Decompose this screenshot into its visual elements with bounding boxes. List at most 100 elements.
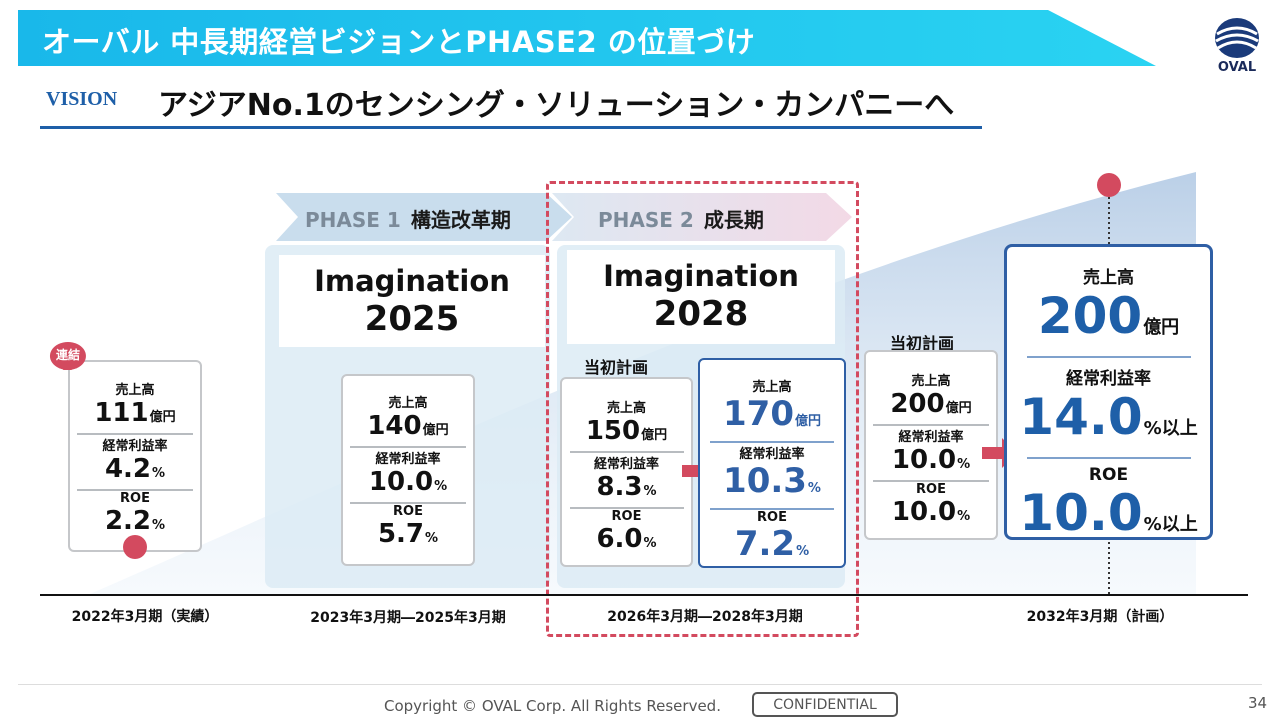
phase2-arrow: [552, 193, 852, 241]
margin-number: 10.0: [891, 445, 957, 475]
oval-logo: OVAL: [1206, 14, 1268, 78]
unit: %: [796, 544, 810, 559]
phase2-initial-card: 売上高 150億円 経常利益率 8.3% ROE 6.0%: [560, 377, 693, 567]
unit: %: [957, 457, 971, 472]
target-initial-card: 売上高 200億円 経常利益率 10.0% ROE 10.0%: [864, 350, 998, 540]
roe-label: ROE: [120, 491, 150, 506]
separator: [350, 446, 466, 448]
sales-label: 売上高: [388, 396, 428, 411]
unit: %: [957, 509, 971, 524]
title-banner: オーバル 中長期経営ビジョンとPHASE2 の位置づけ: [18, 10, 1158, 66]
target-initial-plan-label: 当初計画: [890, 334, 955, 353]
roe-label: ROE: [393, 504, 423, 519]
unit: %: [152, 466, 166, 481]
plan-year: 2025: [364, 299, 460, 339]
unit: %以上: [1143, 514, 1198, 535]
unit: %: [807, 481, 821, 496]
sales-number: 170: [723, 394, 794, 434]
phase1-target-card: 売上高 140億円 経常利益率 10.0% ROE 5.7%: [341, 374, 475, 566]
actual-2022-card: 売上高 111億円 経常利益率 4.2% ROE 2.2%: [68, 360, 202, 552]
period-2022: 2022年3月期（実績）: [71, 609, 219, 625]
separator: [710, 441, 834, 443]
sales-number: 140: [367, 411, 422, 441]
roe-value: 6.0%: [562, 524, 691, 559]
consolidated-badge-shape: [49, 342, 86, 370]
roe-number: 10.0: [1019, 484, 1143, 542]
roe-label: ROE: [1088, 465, 1129, 485]
phase1-arrow: [276, 193, 572, 241]
sales-value: 200億円: [866, 389, 996, 424]
plan-year: 2028: [653, 294, 749, 334]
margin-label: 経常利益率: [593, 457, 659, 472]
phase2-revised-card: 売上高 170億円 経常利益率 10.3% ROE 7.2%: [698, 358, 846, 568]
roe-number: 5.7: [377, 519, 425, 549]
phase1-number: PHASE 1: [305, 208, 401, 232]
phase1-heading: PHASE 1 構造改革期: [305, 204, 511, 233]
separator: [350, 502, 466, 504]
period-2032: 2032年3月期（計画）: [1026, 609, 1174, 625]
page-number: 34: [1248, 694, 1268, 712]
margin-label: 経常利益率: [1066, 369, 1151, 389]
sales-value: 170億円: [700, 395, 844, 441]
roe-value: 7.2%: [700, 525, 844, 571]
unit: 億円: [1143, 317, 1180, 338]
margin-label: 経常利益率: [375, 452, 441, 467]
phase1-name: 構造改革期: [410, 208, 511, 232]
sales-number: 111: [94, 398, 149, 428]
margin-value: 4.2%: [70, 454, 200, 489]
roe-label: ROE: [916, 482, 946, 497]
unit: %: [643, 484, 657, 499]
sales-label: 売上高: [911, 374, 951, 389]
unit: %: [152, 518, 166, 533]
sales-number: 150: [585, 416, 641, 446]
margin-value: 10.0%: [343, 467, 473, 502]
vision-label: VISION: [46, 88, 118, 110]
consolidated-badge: 連結: [55, 348, 80, 362]
roe-value: 10.0%以上: [1007, 485, 1210, 553]
separator: [569, 451, 684, 453]
margin-number: 10.3: [723, 461, 807, 501]
unit: 億円: [945, 401, 972, 416]
margin-value: 10.0%: [866, 445, 996, 480]
sales-label: 売上高: [606, 401, 646, 416]
separator: [873, 480, 989, 482]
separator: [1026, 457, 1191, 459]
footer-divider: [18, 684, 1262, 685]
separator: [873, 424, 989, 426]
phase2-highlight-frame: [546, 181, 859, 637]
roe-number: 2.2: [104, 506, 152, 536]
sales-value: 200億円: [1007, 288, 1210, 356]
roe-number: 6.0: [596, 524, 643, 554]
margin-value: 8.3%: [562, 472, 691, 507]
roe-number: 7.2: [734, 524, 796, 564]
unit: %: [425, 531, 439, 546]
sales-label: 売上高: [115, 383, 155, 398]
target-2032-card: 売上高 200億円 経常利益率 14.0%以上 ROE 10.0%以上: [1004, 244, 1213, 541]
margin-value: 14.0%以上: [1007, 389, 1210, 457]
margin-label: 経常利益率: [898, 430, 964, 445]
plan-name: Imagination: [603, 259, 799, 293]
unit: 億円: [641, 428, 668, 443]
timeline-dot-2032: [1097, 173, 1121, 197]
imagination-2025-box: Imagination 2025: [279, 255, 545, 347]
sales-value: 150億円: [562, 416, 691, 451]
sales-value: 111億円: [70, 398, 200, 433]
margin-number: 8.3: [596, 472, 643, 502]
slide-title: オーバル 中長期経営ビジョンとPHASE2 の位置づけ: [42, 25, 756, 59]
separator: [77, 433, 193, 435]
separator: [569, 507, 684, 509]
separator: [77, 489, 193, 491]
margin-label: 経常利益率: [102, 439, 168, 454]
logo-text: OVAL: [1217, 60, 1257, 75]
separator: [710, 508, 834, 510]
roe-label: ROE: [611, 509, 642, 524]
margin-number: 14.0: [1019, 388, 1143, 446]
phase2-heading: PHASE 2 成長期: [598, 204, 764, 233]
sales-value: 140億円: [343, 411, 473, 446]
unit: 億円: [794, 414, 821, 429]
margin-value: 10.3%: [700, 462, 844, 508]
phase2-name: 成長期: [703, 208, 764, 232]
margin-label: 経常利益率: [739, 447, 805, 462]
roe-value: 5.7%: [343, 519, 473, 554]
timeline-dot-2022: [123, 535, 147, 559]
